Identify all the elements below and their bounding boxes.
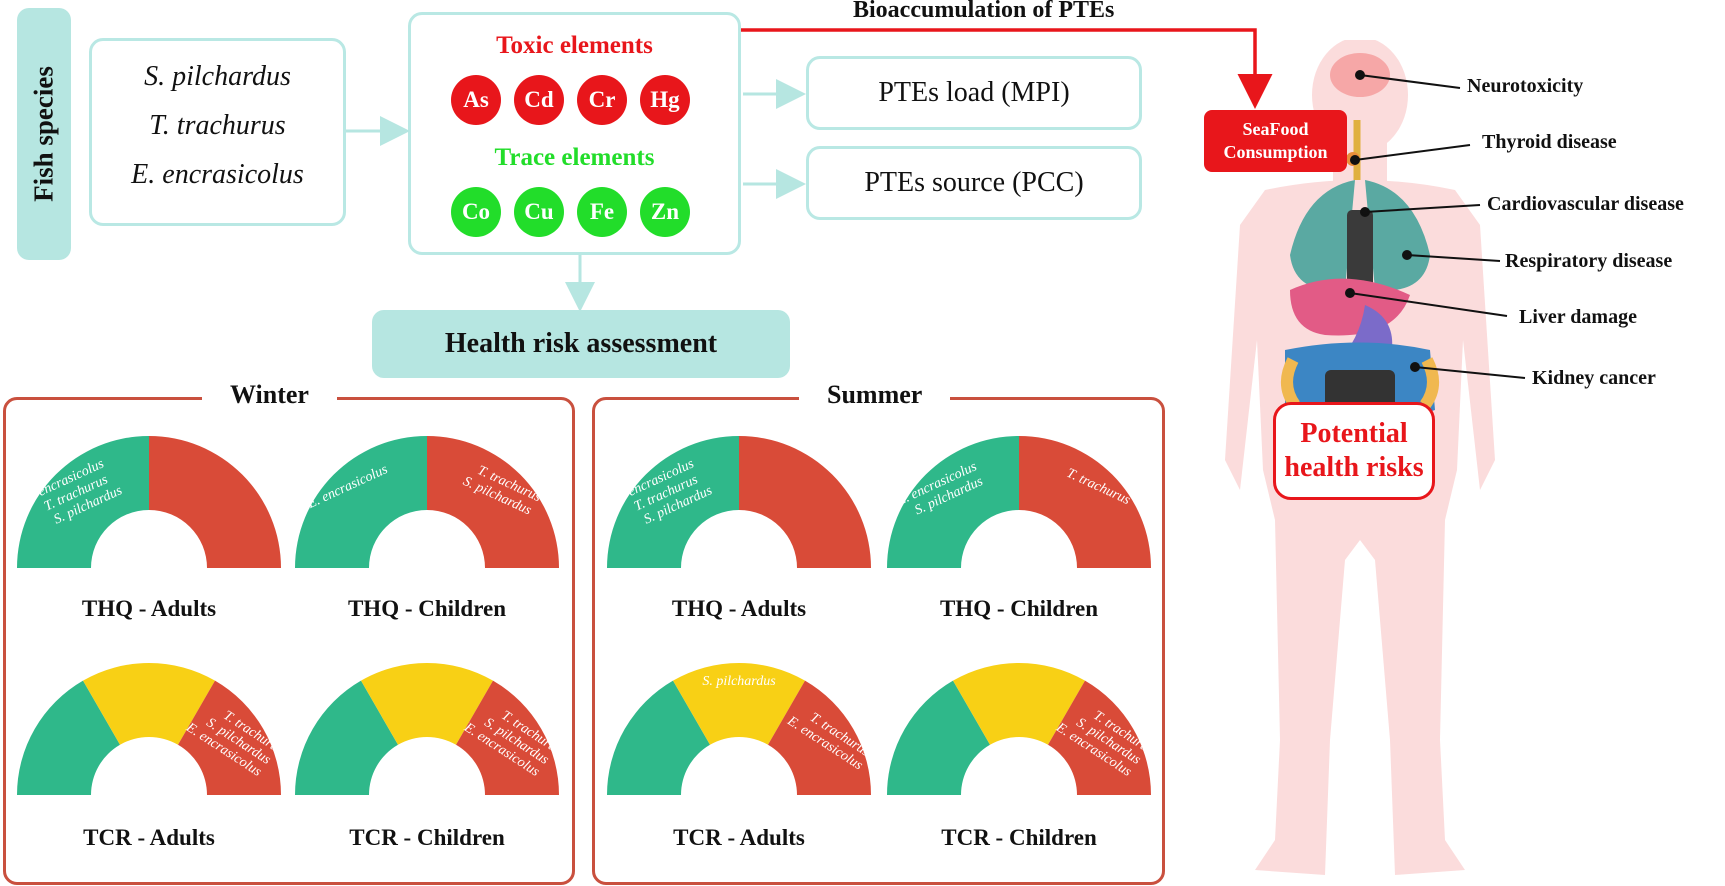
gauge-label: TCR - Adults (673, 825, 805, 850)
summer-title: Summer (799, 380, 951, 410)
gauge-segment-red (456, 680, 559, 795)
gauge-segment-red (768, 680, 871, 795)
arrow-bioaccumulation (741, 28, 1273, 109)
gauge-segment-yellow (953, 663, 1085, 745)
element-badge-fe: Fe (577, 187, 627, 237)
disease-pointer-lines (1345, 70, 1526, 379)
disease-label-cardiovascular: Cardiovascular disease (1487, 193, 1684, 215)
gauge-segment-green (17, 436, 149, 568)
gauge-segment-green (607, 436, 739, 568)
health-risk-box: Health risk assessment (372, 310, 790, 378)
element-badge-cr: Cr (577, 75, 627, 125)
ptes-load-box: PTEs load (MPI) (806, 56, 1142, 130)
gauge-segment-green (887, 436, 1019, 568)
seafood-line-1: SeaFood (1242, 119, 1309, 139)
element-badge-as: As (451, 75, 501, 125)
gauge-label: TCR - Adults (83, 825, 215, 850)
bioaccumulation-label: Bioaccumulation of PTEs (853, 0, 1115, 23)
disease-label-liver: Liver damage (1519, 306, 1637, 328)
lungs-shape (1290, 180, 1430, 291)
seafood-consumption-badge: SeaFood Consumption (1204, 110, 1347, 172)
risk-line-1: Potential (1300, 418, 1408, 449)
elements-box: Toxic elements As Cd Cr Hg Trace element… (408, 12, 741, 255)
gauge-segment-green (607, 680, 710, 795)
gauge-label: THQ - Children (939, 596, 1099, 621)
ptes-load-label: PTEs load (MPI) (878, 77, 1070, 108)
gauge-segment-yellow (361, 663, 493, 745)
gauge-segment-red (739, 436, 871, 568)
gauge-label: TCR - Children (941, 825, 1097, 850)
element-badge-hg: Hg (640, 75, 690, 125)
ptes-source-box: PTEs source (PCC) (806, 146, 1142, 220)
gauge-segment-yellow (673, 663, 805, 745)
element-badge-zn: Zn (640, 187, 690, 237)
gauge-label: THQ - Adults (81, 596, 217, 621)
disease-label-kidney: Kidney cancer (1532, 367, 1656, 389)
gauge-segment-green (17, 680, 120, 795)
disease-label-respiratory: Respiratory disease (1505, 250, 1673, 272)
heart-shape (1347, 210, 1373, 290)
gauge-label: THQ - Children (347, 596, 507, 621)
gauge-segment-yellow (83, 663, 215, 745)
element-badge-cd: Cd (514, 75, 564, 125)
trace-elements-title: Trace elements (494, 144, 655, 171)
gauge-segment-red (427, 436, 559, 568)
ptes-source-label: PTEs source (PCC) (864, 167, 1084, 198)
potential-health-risks-badge: Potential health risks (1273, 402, 1435, 500)
human-body-illustration (1225, 40, 1495, 875)
gauge-segment-green (887, 680, 990, 795)
gauge-segment-green (295, 680, 398, 795)
species-item: E. encrasicolus (131, 159, 304, 190)
gauge-segment-red (1048, 680, 1151, 795)
species-item: T. trachurus (149, 110, 286, 141)
gauge-label: THQ - Adults (671, 596, 807, 621)
toxic-elements-title: Toxic elements (496, 32, 653, 59)
health-risk-title: Health risk assessment (444, 328, 718, 359)
element-badge-co: Co (451, 187, 501, 237)
seafood-line-2: Consumption (1223, 142, 1328, 162)
winter-title: Winter (202, 380, 337, 410)
gauge-segment-red (149, 436, 281, 568)
disease-label-neurotoxicity: Neurotoxicity (1467, 75, 1584, 97)
gauge-segment-red (1019, 436, 1151, 568)
gauge-segment-red (178, 680, 281, 795)
gauge-species-label: S. pilchardus (702, 674, 776, 689)
element-badge-cu: Cu (514, 187, 564, 237)
kidney-shape (1281, 357, 1439, 409)
fish-species-label: Fish species (17, 8, 71, 260)
risk-line-2: health risks (1284, 452, 1424, 483)
gauge-label: TCR - Children (349, 825, 505, 850)
gauge-segment-green (295, 436, 427, 568)
species-box: S. pilchardus T. trachurus E. encrasicol… (89, 38, 346, 226)
species-item: S. pilchardus (144, 61, 291, 92)
disease-label-thyroid: Thyroid disease (1482, 131, 1617, 153)
